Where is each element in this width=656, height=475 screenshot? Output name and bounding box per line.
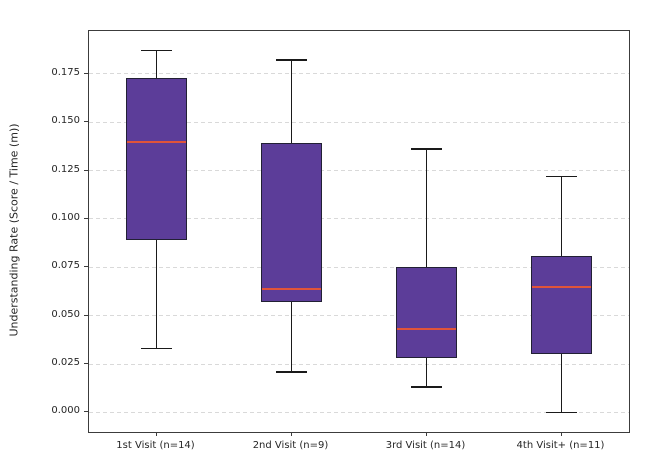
upper-whisker-line (560, 176, 563, 256)
y-tick-mark (84, 363, 88, 365)
x-tick-label: 1st Visit (n=14) (116, 440, 195, 451)
x-tick-label: 2nd Visit (n=9) (252, 440, 329, 451)
y-tick-label: 0.050 (51, 308, 80, 320)
upper-whisker-cap (276, 59, 307, 62)
gridline (89, 411, 629, 413)
gridline (89, 266, 629, 268)
median-line (532, 285, 591, 288)
iqr-box (261, 143, 322, 303)
median-line (397, 328, 456, 331)
lower-whisker-cap (411, 386, 442, 389)
y-tick-mark (84, 411, 88, 413)
y-tick-mark (84, 314, 88, 316)
gridline (89, 121, 629, 123)
lower-whisker-line (155, 240, 158, 349)
y-axis-label: Understanding Rate (Score / Time (m)) (7, 123, 21, 337)
y-tick-mark (84, 169, 88, 171)
x-tick-mark (290, 432, 292, 436)
y-tick-label: 0.025 (51, 357, 80, 369)
median-line (127, 140, 186, 143)
x-tick-label: 3rd Visit (n=14) (385, 440, 466, 451)
y-tick-mark (84, 217, 88, 219)
gridline (89, 363, 629, 365)
plot-area (88, 30, 630, 433)
lower-whisker-line (290, 302, 293, 372)
gridline (89, 170, 629, 172)
y-tick-mark (84, 72, 88, 74)
x-tick-mark (425, 432, 427, 436)
upper-whisker-line (290, 60, 293, 144)
lower-whisker-cap (276, 371, 307, 373)
iqr-box (396, 267, 457, 359)
y-tick-label: 0.150 (51, 115, 80, 127)
y-tick-label: 0.175 (51, 66, 80, 78)
upper-whisker-cap (546, 175, 577, 178)
y-tick-label: 0.100 (51, 211, 80, 223)
gridline (89, 218, 629, 220)
y-tick-label: 0.125 (51, 163, 80, 175)
x-tick-mark (560, 432, 562, 436)
y-tick-mark (84, 121, 88, 123)
y-tick-label: 0.075 (51, 260, 80, 272)
lower-whisker-line (425, 358, 428, 388)
lower-whisker-cap (141, 347, 172, 350)
iqr-box (531, 255, 592, 355)
upper-whisker-line (155, 50, 158, 78)
gridline (89, 315, 629, 317)
median-line (262, 287, 321, 290)
y-tick-label: 0.000 (51, 405, 80, 417)
upper-whisker-line (425, 149, 428, 268)
upper-whisker-cap (411, 148, 442, 151)
upper-whisker-cap (141, 49, 172, 52)
gridline (89, 73, 629, 75)
lower-whisker-cap (546, 411, 577, 414)
x-tick-label: 4th Visit+ (n=11) (516, 440, 605, 451)
y-tick-mark (84, 266, 88, 268)
lower-whisker-line (560, 354, 563, 413)
x-tick-mark (155, 432, 157, 436)
iqr-box (126, 77, 187, 241)
